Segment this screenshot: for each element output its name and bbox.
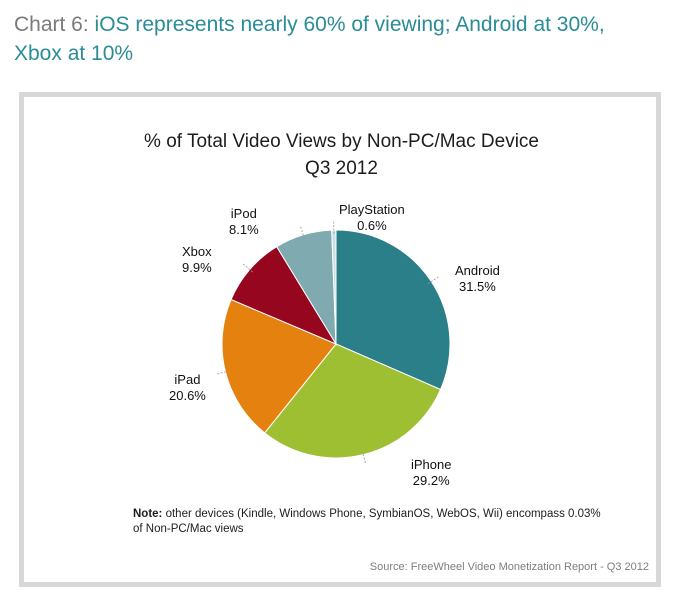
chart-title-line2: Q3 2012 (305, 158, 378, 179)
heading-prefix: Chart 6: (14, 13, 95, 36)
slice-name-xbox: Xbox (182, 244, 212, 259)
leader-line-ipod (299, 225, 305, 239)
slice-name-android: Android (455, 263, 500, 278)
leader-line-android (427, 275, 440, 285)
slice-value-ipad: 20.6% (169, 388, 206, 403)
chart-heading: Chart 6: iOS represents nearly 60% of vi… (14, 10, 654, 68)
slice-value-xbox: 9.9% (182, 260, 212, 275)
chart-title: % of Total Video Views by Non-PC/Mac Dev… (0, 128, 683, 182)
heading-highlight: iOS represents nearly 60% of viewing; An… (14, 13, 605, 65)
slice-label-ipod: iPod 8.1% (229, 206, 259, 238)
slice-label-playstation: PlayStation 0.6% (339, 202, 405, 234)
chart-note: Note: other devices (Kindle, Windows Pho… (133, 507, 603, 537)
leader-line-xbox (241, 262, 253, 273)
slice-name-ipod: iPod (230, 206, 257, 221)
slice-value-iphone: 29.2% (412, 473, 450, 488)
slice-value-android: 31.5% (458, 279, 496, 294)
note-text: other devices (Kindle, Windows Phone, Sy… (133, 508, 601, 535)
slice-name-playstation: PlayStation (339, 202, 405, 217)
slice-label-xbox: Xbox 9.9% (182, 244, 212, 276)
chart-source: Source: FreeWheel Video Monetization Rep… (369, 561, 649, 573)
slice-value-ipod: 8.1% (229, 222, 259, 237)
chart-title-line1: % of Total Video Views by Non-PC/Mac Dev… (144, 131, 539, 152)
leader-line-iphone (362, 450, 367, 465)
note-label: Note: (133, 508, 163, 520)
slice-label-ipad: iPad 20.6% (169, 372, 206, 404)
slice-label-android: Android 31.5% (455, 263, 500, 295)
leader-line-ipad (215, 370, 230, 375)
slice-name-ipad: iPad (174, 372, 201, 387)
slice-value-playstation: 0.6% (357, 218, 387, 233)
slice-label-iphone: iPhone 29.2% (411, 457, 451, 489)
slice-name-iphone: iPhone (411, 457, 452, 472)
